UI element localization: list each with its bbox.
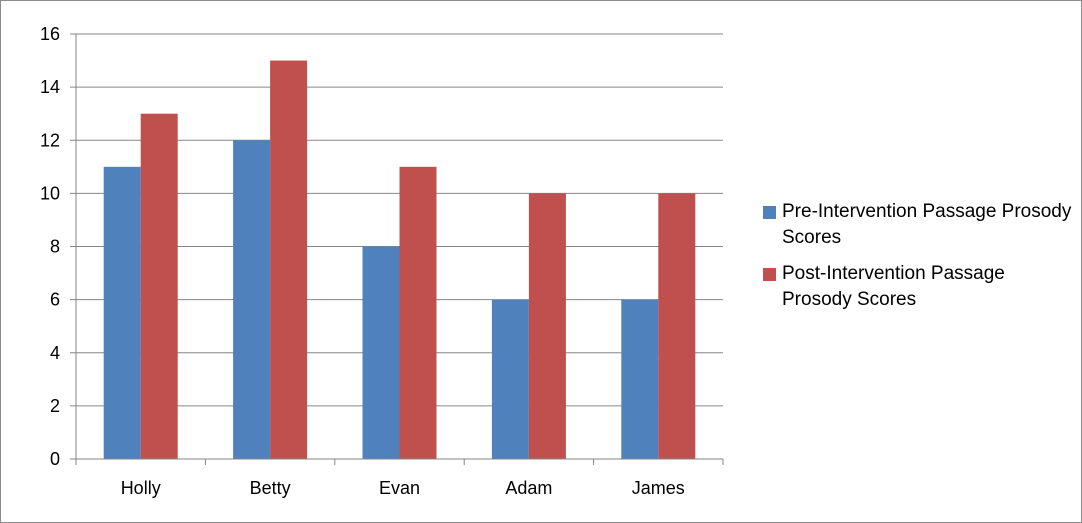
bar-post-james: [658, 193, 696, 459]
y-tick-label: 8: [50, 237, 60, 257]
bar-pre-james: [621, 299, 659, 459]
bar-post-betty: [270, 60, 308, 459]
axes: [70, 33, 724, 465]
legend-item-pre: Pre-Intervention Passage Prosody Scores: [763, 199, 1073, 251]
y-tick-label: 14: [40, 77, 60, 97]
bar-post-adam: [528, 193, 566, 459]
bar-pre-adam: [491, 299, 529, 459]
y-tick-label: 4: [50, 343, 60, 363]
legend-label-post: Post-Intervention Passage Prosody Scores: [782, 263, 1005, 310]
bar-post-evan: [399, 166, 437, 459]
y-tick-labels: 0 2 4 6 8 10 12 14 16: [40, 24, 60, 469]
bar-pre-evan: [362, 246, 400, 459]
bar-post-holly: [140, 113, 178, 459]
x-tick-label: Adam: [505, 478, 552, 498]
bar-pre-betty: [233, 140, 271, 459]
legend-label-pre: Pre-Intervention Passage Prosody Scores: [782, 201, 1072, 248]
bar-pre-holly: [103, 166, 141, 459]
legend-swatch-pre: [763, 206, 776, 219]
y-tick-label: 0: [50, 449, 60, 469]
x-tick-label: Betty: [250, 478, 291, 498]
x-tick-labels: Holly Betty Evan Adam James: [121, 478, 685, 498]
y-tick-label: 6: [50, 290, 60, 310]
y-tick-label: 16: [40, 24, 60, 44]
legend-item-post: Post-Intervention Passage Prosody Scores: [763, 261, 1073, 313]
legend: Pre-Intervention Passage Prosody Scores …: [763, 199, 1073, 323]
x-tick-label: James: [632, 478, 685, 498]
x-tick-label: Holly: [121, 478, 161, 498]
y-tick-label: 12: [40, 130, 60, 150]
legend-swatch-post: [763, 268, 776, 281]
x-tick-label: Evan: [379, 478, 420, 498]
y-tick-label: 10: [40, 183, 60, 203]
y-tick-label: 2: [50, 396, 60, 416]
bars: [103, 60, 696, 459]
